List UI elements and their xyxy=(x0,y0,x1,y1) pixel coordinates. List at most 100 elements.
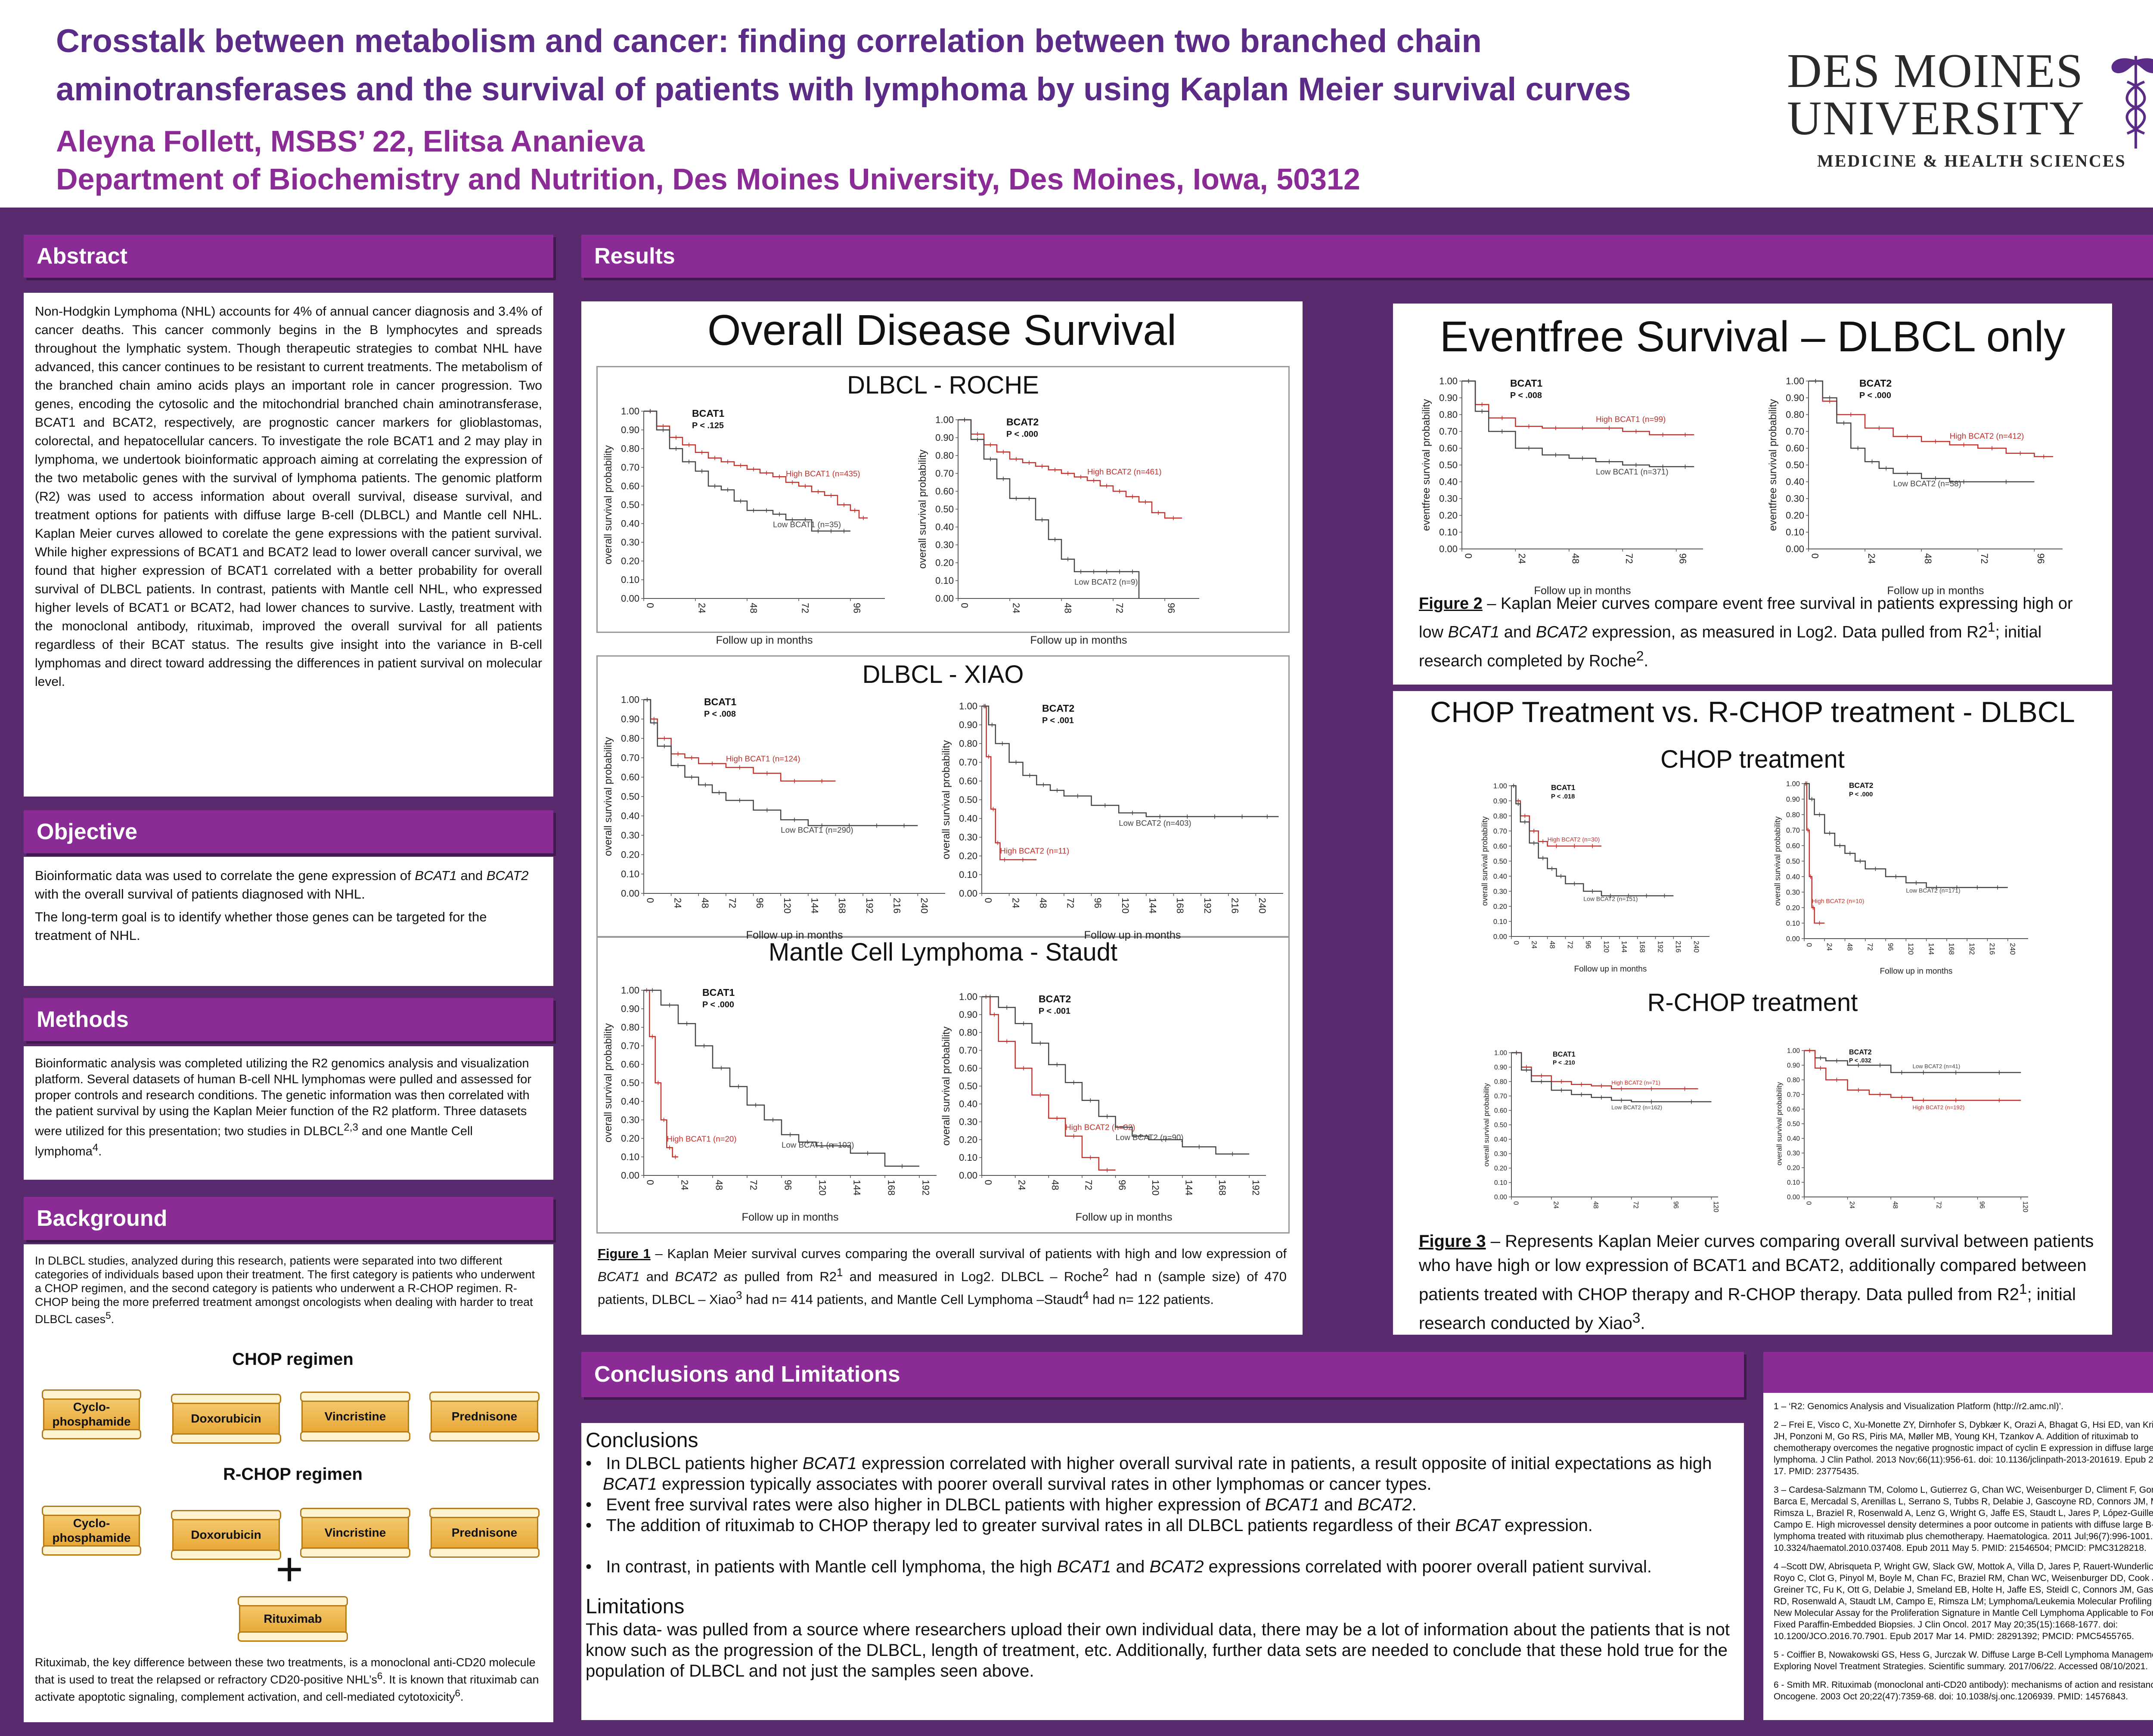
y-axis-label: overall survival probability xyxy=(1483,1083,1491,1166)
x-axis-label: Follow up in months xyxy=(1030,634,1127,646)
x-tick-label: 192 xyxy=(921,1180,931,1196)
y-tick-label: 0.00 xyxy=(621,888,639,899)
y-tick-label: 0.80 xyxy=(621,733,639,744)
y-tick-label: 0.00 xyxy=(1786,544,1804,555)
drug-doxorubicin-r: Doxorubicin xyxy=(171,1510,281,1560)
x-tick-label: 168 xyxy=(886,1180,897,1196)
methods-box: Bioinformatic analysis was completed uti… xyxy=(24,1046,553,1180)
figure1-caption: Figure 1 – Kaplan Meier survival curves … xyxy=(598,1246,1287,1307)
x-tick-label: 96 xyxy=(783,1180,794,1190)
y-tick-label: 0.90 xyxy=(935,432,954,443)
x-tick-label: 0 xyxy=(1512,1201,1519,1205)
y-tick-label: 1.00 xyxy=(1439,376,1458,387)
y-tick-label: 0.80 xyxy=(959,1027,977,1038)
drug-vincristine-r: Vincristine xyxy=(300,1508,410,1558)
y-tick-label: 0.80 xyxy=(621,1022,639,1033)
y-axis-label: overall survival probability xyxy=(917,449,928,569)
km-curve-a xyxy=(644,410,868,519)
y-axis-label: overall survival probability xyxy=(602,445,614,564)
y-tick-label: 0.00 xyxy=(935,593,954,604)
y-tick-label: 0.50 xyxy=(621,791,639,802)
km-curve-a xyxy=(1462,380,1694,436)
x-tick-label: 72 xyxy=(1083,1180,1094,1190)
km-curve-b xyxy=(644,699,918,826)
y-tick-label: 0.50 xyxy=(1494,1122,1507,1129)
y-tick-label: 0.90 xyxy=(1493,797,1507,805)
series-label: High BCAT2 (n=71) xyxy=(1611,1079,1660,1086)
y-tick-label: 0.00 xyxy=(1439,544,1458,555)
x-tick-label: 120 xyxy=(1907,943,1914,955)
x-tick-label: 72 xyxy=(1866,943,1874,951)
chart-title: BCAT1 xyxy=(704,696,736,707)
y-tick-label: 0.50 xyxy=(1786,460,1804,471)
x-tick-label: 48 xyxy=(1570,553,1581,564)
series-label: Low BCAT2 (n=403) xyxy=(1119,818,1191,828)
x-tick-label: 144 xyxy=(1184,1180,1194,1196)
y-tick-label: 0.90 xyxy=(1786,796,1800,803)
x-tick-label: 120 xyxy=(782,898,793,914)
series-label: Low BCAT1 (n=102) xyxy=(782,1140,854,1149)
y-tick-label: 0.40 xyxy=(621,1096,639,1107)
y-tick-label: 0.90 xyxy=(1439,393,1458,403)
chart-pvalue: P < .000 xyxy=(1859,391,1891,400)
x-tick-label: 0 xyxy=(1805,1201,1812,1205)
series-label: Low BCAT2 (n=171) xyxy=(1906,887,1960,894)
series-label: High BCAT2 (n=32) xyxy=(1065,1123,1135,1132)
y-tick-label: 0.00 xyxy=(1494,1194,1507,1201)
references-list: 1 – ‘R2: Genomics Analysis and Visualiza… xyxy=(1774,1401,2153,1702)
y-tick-label: 0.60 xyxy=(935,486,954,497)
y-axis-label: overall survival probability xyxy=(1480,816,1489,906)
x-tick-label: 24 xyxy=(1552,1201,1559,1209)
x-tick-label: 0 xyxy=(645,603,656,608)
y-tick-label: 0.20 xyxy=(1494,1165,1507,1172)
conclusions-heading: Conclusions and Limitations xyxy=(581,1352,1744,1397)
y-tick-label: 0.40 xyxy=(959,1099,977,1110)
y-tick-label: 0.30 xyxy=(1787,1150,1800,1157)
x-tick-label: 96 xyxy=(2035,553,2046,564)
x-tick-label: 120 xyxy=(1712,1201,1719,1212)
series-label: Low BCAT1 (n=35) xyxy=(773,520,841,529)
y-tick-label: 0.20 xyxy=(1786,904,1800,912)
reference-item: 1 – ‘R2: Genomics Analysis and Visualiza… xyxy=(1774,1401,2064,1411)
x-tick-label: 24 xyxy=(1010,898,1021,908)
y-tick-label: 0.00 xyxy=(959,1170,977,1181)
y-tick-label: 0.10 xyxy=(935,575,954,586)
chart-chop_bcat1: 0.00 0.10 0.20 0.30 0.40 0.50 0.60 0.70 0.80 0.90… xyxy=(1480,782,1709,973)
y-tick-label: 0.20 xyxy=(1787,1164,1800,1172)
chop-treatment-subtitle: CHOP treatment xyxy=(1660,745,1845,773)
background-text-b: Rituximab, the key difference between th… xyxy=(35,1656,539,1703)
reference-item: 5 - Coiffier B, Nowakowski GS, Hess G, J… xyxy=(1774,1650,2153,1671)
km-curve-b xyxy=(1511,1052,1712,1103)
x-axis-label: Follow up in months xyxy=(1076,1211,1173,1223)
x-tick-label: 48 xyxy=(1892,1201,1899,1209)
x-tick-label: 96 xyxy=(1092,898,1103,908)
objective-goal: The long-term goal is to identify whethe… xyxy=(35,909,487,943)
y-tick-label: 0.20 xyxy=(621,556,639,567)
y-tick-label: 0.60 xyxy=(621,772,639,783)
y-axis-label: overall survival probability xyxy=(602,737,614,856)
x-tick-label: 24 xyxy=(1517,553,1527,564)
y-tick-label: 0.90 xyxy=(621,425,639,435)
conclusion-item: • In contrast, in patients with Mantle c… xyxy=(586,1557,1652,1576)
x-tick-label: 0 xyxy=(983,898,994,903)
x-axis-label: Follow up in months xyxy=(716,634,813,646)
y-tick-label: 1.00 xyxy=(959,992,977,1002)
y-tick-label: 0.60 xyxy=(959,1063,977,1074)
y-tick-label: 0.40 xyxy=(1787,1135,1800,1142)
chart-title: BCAT2 xyxy=(1042,703,1074,714)
y-tick-label: 0.30 xyxy=(621,830,639,841)
y-tick-label: 0.20 xyxy=(621,1133,639,1144)
x-tick-label: 216 xyxy=(1229,898,1240,914)
y-tick-label: 0.70 xyxy=(621,1041,639,1051)
roche-subtitle: DLBCL - ROCHE xyxy=(847,371,1039,399)
y-tick-label: 0.90 xyxy=(1787,1062,1800,1069)
logo-line2: UNIVERSITY xyxy=(1787,92,2085,145)
methods-heading: Methods xyxy=(24,998,553,1041)
poster-header: Crosstalk between metabolism and cancer:… xyxy=(0,0,2153,208)
y-tick-label: 1.00 xyxy=(1494,1049,1507,1057)
abstract-text: Non-Hodgkin Lymphoma (NHL) accounts for … xyxy=(35,304,542,689)
y-tick-label: 0.60 xyxy=(621,1059,639,1070)
km-curve-a xyxy=(982,705,1037,860)
km-curve-b xyxy=(1462,380,1694,468)
chart-pvalue: P < .125 xyxy=(692,421,724,431)
